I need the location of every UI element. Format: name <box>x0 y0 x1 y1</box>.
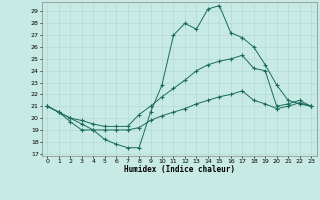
X-axis label: Humidex (Indice chaleur): Humidex (Indice chaleur) <box>124 165 235 174</box>
